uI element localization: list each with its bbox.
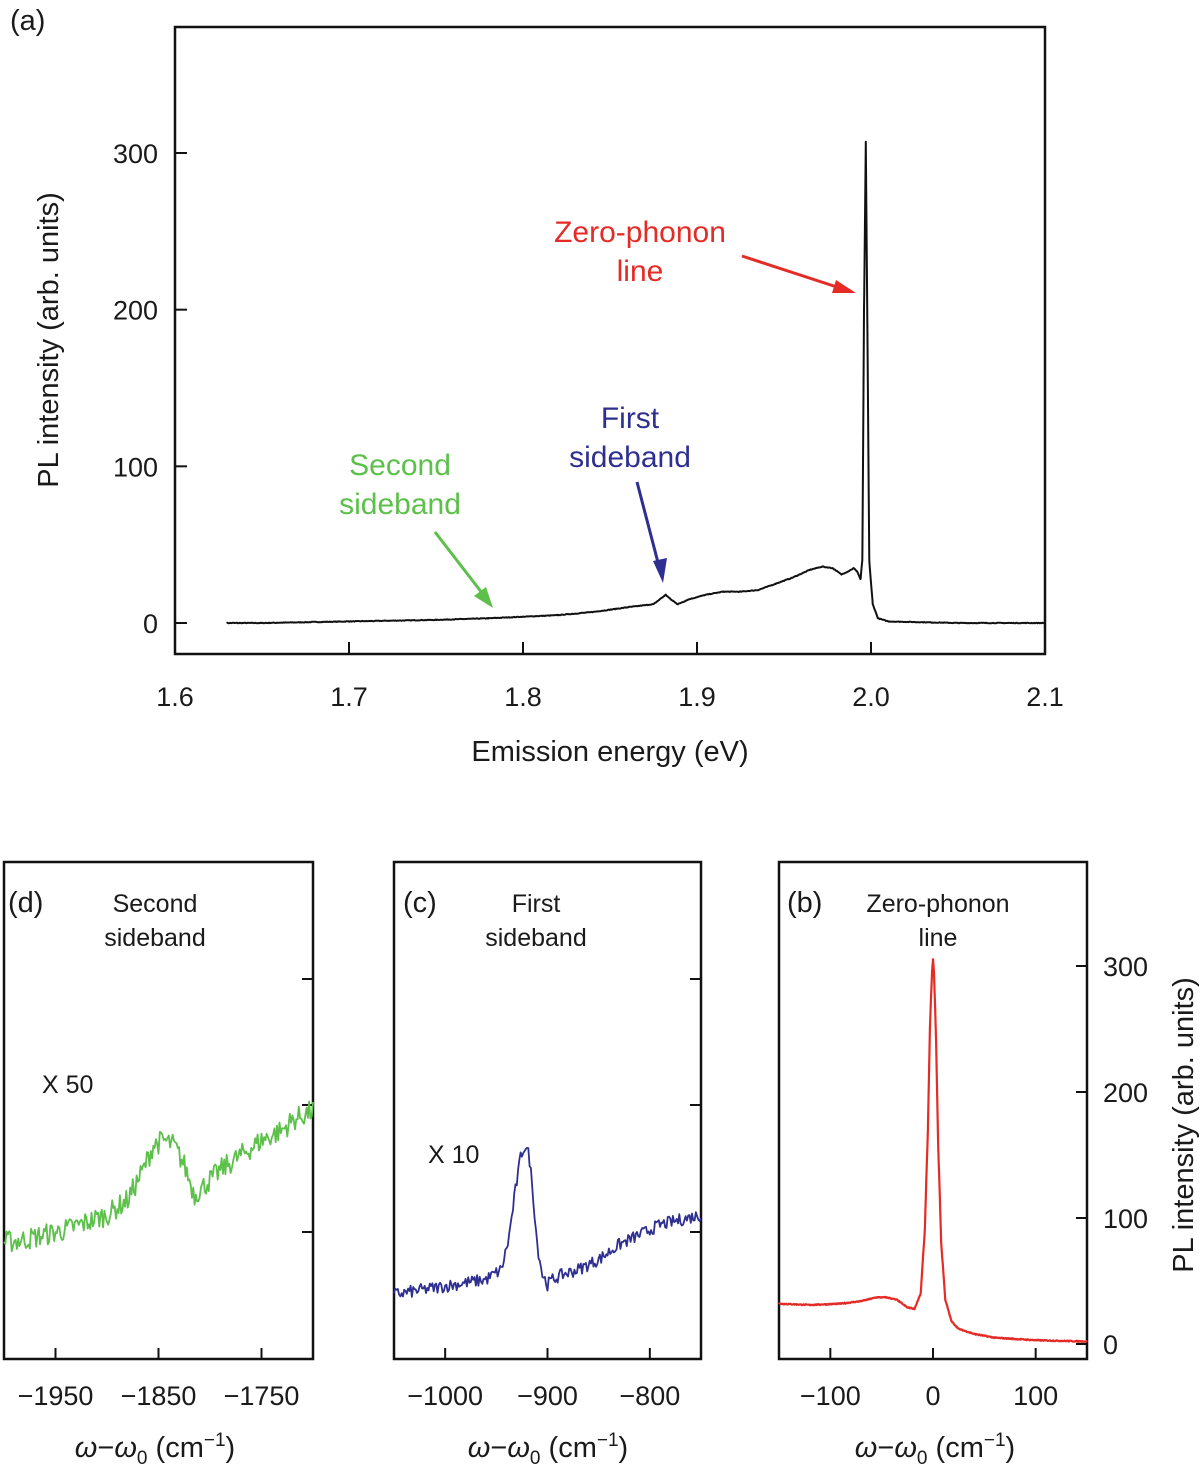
x-tick-label: −800 [619,1381,680,1411]
panel-b-title-line1: Zero-phonon [866,890,1009,918]
panel-d-title-line1: Second [113,890,198,918]
unit-open: (cm [927,1432,983,1464]
x-tick-label: 2.1 [1026,682,1064,712]
panel-c-x-axis-label: ω−ω0 (cm−1) [468,1430,628,1469]
panel-a-x-axis-label: Emission energy (eV) [471,736,748,768]
panel-d-right-ticks [302,978,313,1233]
x-tick-label: 1.8 [504,682,542,712]
y-tick-label: 100 [113,452,158,482]
panel-b: (b) Zero-phonon line −100 0 100 0 100 200 300… [777,860,1200,1469]
panel-c-title-line2: sideband [485,924,586,952]
panel-d-label: (d) [8,887,43,919]
x-tick-label: −100 [800,1381,861,1411]
x-tick-label: −1000 [407,1381,483,1411]
panel-b-x-axis-label-text: ω−ω0 (cm−1) [855,1430,1015,1469]
unit-open: (cm [540,1432,596,1464]
unit-superscript: −1 [204,1430,226,1451]
panel-c-x-ticks: −1000 −900 −800 [407,1348,680,1411]
panel-b-label: (b) [787,887,822,919]
annotation-zero-phonon-line2: line [617,255,664,288]
panel-c-scale-label: X 10 [428,1141,479,1169]
x-tick-label: −1950 [18,1381,94,1411]
x-tick-label: 1.7 [330,682,368,712]
panel-b-x-ticks: −100 0 100 [800,1348,1058,1411]
panel-c-spectrum-line [393,1147,702,1298]
panel-a: (a) 1.6 1.7 1.8 1.9 2.0 2.1 0 100 200 300 Emissi… [10,5,1064,768]
y-tick-label: 0 [1103,1330,1118,1360]
panel-d: (d) Second sideband X 50 −1950 −1850 −1750… [2,860,315,1469]
panel-d-title-line2: sideband [104,924,205,952]
annotation-first-sideband: First sideband [569,402,691,583]
panel-b-spectrum-line [777,958,1089,1343]
panel-d-scale-label: X 50 [42,1071,93,1099]
unit-close: ) [226,1432,236,1464]
panel-d-x-axis-label-text: ω−ω0 (cm−1) [75,1430,235,1469]
omega-symbol: ω [507,1432,530,1464]
panel-c-x-axis-label-text: ω−ω0 (cm−1) [468,1430,628,1469]
y-tick-label: 200 [1103,1078,1148,1108]
panel-a-label: (a) [10,5,45,37]
panel-b-title-line2: line [919,924,958,952]
x-tick-label: 2.0 [852,682,890,712]
annotation-zero-phonon-arrowhead [832,280,856,293]
x-tick-label: −1850 [121,1381,197,1411]
x-tick-label: 1.6 [156,682,194,712]
panel-a-frame [173,25,1047,656]
omega-symbol: ω [468,1432,491,1464]
minus-sign: − [97,1432,114,1464]
unit-open: (cm [147,1432,203,1464]
annotation-first-sideband-line2: sideband [569,441,691,474]
annotation-second-sideband-line2: sideband [339,488,461,521]
panel-a-y-axis-label: PL intensity (arb. units) [33,192,65,488]
panel-b-x-axis-label: ω−ω0 (cm−1) [855,1430,1015,1469]
panel-d-spectrum-line [3,1100,314,1253]
omega-symbol: ω [75,1432,98,1464]
x-tick-label: 1.9 [678,682,716,712]
panel-d-x-ticks: −1950 −1850 −1750 [18,1348,300,1411]
subscript-zero: 0 [137,1448,148,1469]
x-tick-label: 0 [925,1381,940,1411]
panel-c-title-line1: First [512,890,561,918]
minus-sign: − [490,1432,507,1464]
annotation-zero-phonon-line1: Zero-phonon [554,216,726,249]
y-tick-label: 300 [1103,952,1148,982]
annotation-second-sideband: Second sideband [339,449,493,608]
panel-c: (c) First sideband X 10 −1000 −900 −800 ω−… [392,860,703,1469]
x-tick-label: −1750 [224,1381,300,1411]
unit-close: ) [619,1432,629,1464]
unit-superscript: −1 [984,1430,1006,1451]
panel-b-y-axis-label: PL intensity (arb. units) [1168,977,1200,1273]
annotation-first-sideband-arrowhead [653,558,667,583]
annotation-second-sideband-arrowhead [474,587,493,608]
subscript-zero: 0 [530,1448,541,1469]
panel-a-x-ticks: 1.6 1.7 1.8 1.9 2.0 2.1 [156,642,1064,712]
annotation-zero-phonon-arrow [741,254,847,292]
subscript-zero: 0 [917,1448,928,1469]
omega-symbol: ω [855,1432,878,1464]
annotation-zero-phonon: Zero-phonon line [554,216,856,293]
annotation-second-sideband-line1: Second [349,449,451,482]
panel-c-label: (c) [403,887,437,919]
omega-symbol: ω [894,1432,917,1464]
unit-superscript: −1 [597,1430,619,1451]
y-tick-label: 0 [143,609,158,639]
panel-d-x-axis-label: ω−ω0 (cm−1) [75,1430,235,1469]
y-tick-label: 100 [1103,1204,1148,1234]
minus-sign: − [877,1432,894,1464]
omega-symbol: ω [114,1432,137,1464]
x-tick-label: −900 [517,1381,578,1411]
x-tick-label: 100 [1013,1381,1058,1411]
panel-c-right-ticks [690,978,701,1233]
y-tick-label: 200 [113,296,158,326]
y-tick-label: 300 [113,139,158,169]
panel-b-y-ticks: 0 100 200 300 [1076,952,1148,1360]
annotation-first-sideband-arrow [635,481,663,575]
annotation-first-sideband-line1: First [601,402,660,435]
panel-a-y-ticks: 0 100 200 300 [113,139,187,639]
panel-a-spectrum-line [226,140,1046,625]
annotation-second-sideband-arrow [433,531,491,603]
unit-close: ) [1006,1432,1016,1464]
